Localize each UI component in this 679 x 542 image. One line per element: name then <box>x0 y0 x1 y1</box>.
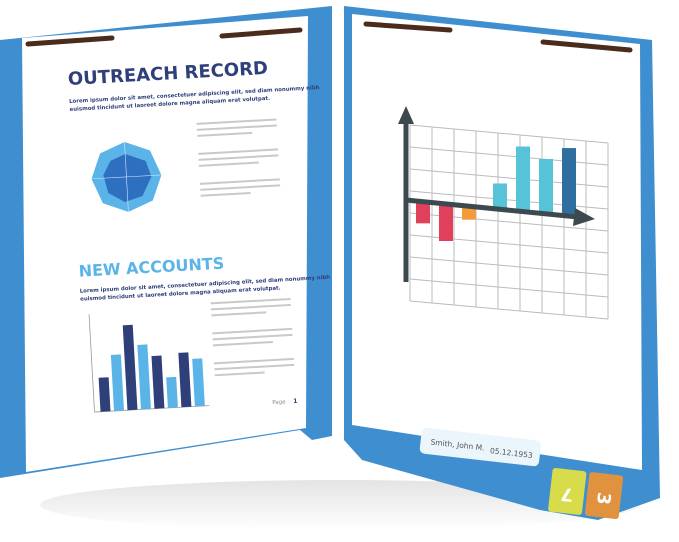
page-number: 1 <box>293 398 298 405</box>
lorem-columns <box>196 118 281 197</box>
fastener-left-1 <box>25 35 115 47</box>
bar <box>110 354 124 411</box>
bar <box>151 355 165 409</box>
color-tab-7 <box>548 467 587 515</box>
page-label: Page <box>272 399 286 406</box>
bar <box>416 202 430 224</box>
bar <box>439 204 453 242</box>
bar <box>462 206 476 220</box>
right-paper <box>352 14 642 470</box>
fastener-left-2 <box>219 27 303 39</box>
bar <box>98 377 111 412</box>
name-label <box>419 427 541 467</box>
fastener-right-1 <box>363 21 453 33</box>
right-bar-chart <box>398 106 609 320</box>
bar <box>516 146 530 212</box>
bar <box>539 159 553 214</box>
axis-y <box>88 314 95 413</box>
tab-7-text: 7 <box>560 483 575 505</box>
grid-line <box>409 278 609 298</box>
color-tab-3 <box>584 472 624 520</box>
bar <box>166 376 178 408</box>
bar <box>192 358 205 407</box>
arrow-head-right <box>573 208 595 226</box>
bar <box>137 344 151 410</box>
arrow-head-up <box>398 106 414 124</box>
bar <box>122 324 138 411</box>
grid-line <box>409 300 609 320</box>
left-paper <box>22 16 308 472</box>
lorem-columns-2 <box>210 297 295 377</box>
fastener-right-2 <box>540 39 633 53</box>
tab-3-text: 3 <box>592 491 614 506</box>
bar <box>178 352 192 408</box>
bar <box>493 183 507 210</box>
bar <box>562 148 576 216</box>
new-accounts-bar-chart <box>88 314 210 413</box>
grid-line <box>409 124 609 144</box>
radar-chart <box>91 141 162 212</box>
grid-line <box>409 256 609 276</box>
x-axis-arrow <box>405 197 579 220</box>
